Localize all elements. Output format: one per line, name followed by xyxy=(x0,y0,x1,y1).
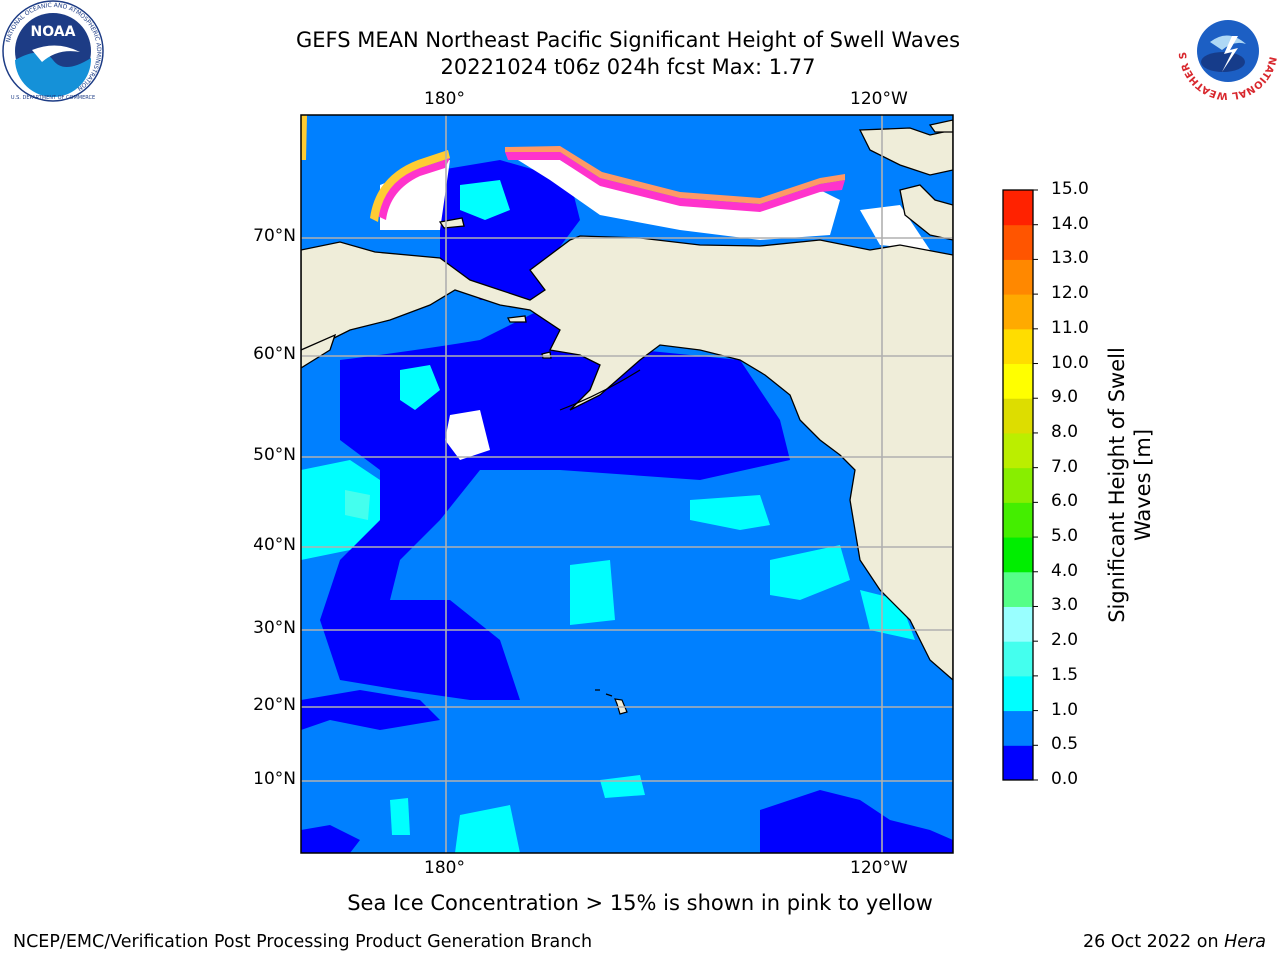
colorbar-segment xyxy=(1003,398,1033,434)
colorbar-tick-label: 1.5 xyxy=(1051,664,1079,685)
colorbar-segment xyxy=(1003,606,1033,642)
noaa-bottom-text: U.S. DEPARTMENT OF COMMERCE xyxy=(11,95,95,101)
colorbar-tick-label: 12.0 xyxy=(1051,283,1089,304)
colorbar-tick-label: 6.0 xyxy=(1051,491,1079,512)
colorbar xyxy=(1002,189,1038,781)
colorbar-tick-label: 13.0 xyxy=(1051,248,1089,269)
noaa-logo: NATIONAL OCEANIC AND ATMOSPHERIC ADMINIS… xyxy=(2,0,104,102)
noaa-logo-text: NOAA xyxy=(31,24,76,40)
colorbar-segment xyxy=(1003,328,1033,365)
colorbar-segment xyxy=(1003,467,1033,503)
colorbar-tick-label: 0.5 xyxy=(1051,734,1079,755)
date-prefix: 26 Oct 2022 on xyxy=(1083,932,1219,952)
colorbar-tick-label: 14.0 xyxy=(1051,213,1089,234)
colorbar-segment xyxy=(1003,537,1033,573)
colorbar-title-line1: Significant Height of Swell xyxy=(1105,347,1129,623)
colorbar-title-line2: Waves [m] xyxy=(1131,428,1155,542)
colorbar-title: Significant Height of Swell Waves [m] xyxy=(1100,190,1160,780)
colorbar-tick-label: 0.0 xyxy=(1051,769,1079,789)
lon-label-bottom-180: 180° xyxy=(424,858,465,878)
sea-ice-note: Sea Ice Concentration > 15% is shown in … xyxy=(347,891,933,915)
colorbar-tick-label: 7.0 xyxy=(1051,456,1079,477)
lat-label-10n: 10°N xyxy=(253,769,296,789)
colorbar-segment xyxy=(1003,363,1033,399)
date-text: 26 Oct 2022 on Hera xyxy=(1083,932,1266,952)
colorbar-segment xyxy=(1003,571,1033,607)
colorbar-tick-label: 2.0 xyxy=(1051,630,1079,651)
date-host: Hera xyxy=(1224,932,1266,952)
colorbar-tick-label: 15.0 xyxy=(1051,179,1089,199)
colorbar-segment xyxy=(1003,641,1033,677)
map-field xyxy=(301,115,953,853)
lon-label-bottom-120w: 120°W xyxy=(850,858,908,878)
colorbar-segment xyxy=(1003,224,1033,260)
colorbar-segment xyxy=(1003,745,1033,781)
lat-label-70n: 70°N xyxy=(253,226,296,246)
colorbar-segment xyxy=(1003,502,1033,538)
map-subtitle: 20221024 t06z 024h fcst Max: 1.77 xyxy=(440,55,816,79)
colorbar-segment xyxy=(1003,259,1033,295)
lon-label-top-120w: 120°W xyxy=(850,89,908,109)
colorbar-segment xyxy=(1003,675,1033,712)
colorbar-segment xyxy=(1003,710,1033,746)
colorbar-segment xyxy=(1003,432,1033,469)
colorbar-tick-label: 4.0 xyxy=(1051,560,1079,581)
lat-label-50n: 50°N xyxy=(253,445,296,465)
colorbar-tick-label: 9.0 xyxy=(1051,387,1079,408)
map-frame xyxy=(300,114,954,854)
colorbar-segment xyxy=(1003,294,1033,330)
colorbar-segment xyxy=(1003,190,1033,226)
map-title: GEFS MEAN Northeast Pacific Significant … xyxy=(295,28,961,52)
nws-logo: NATIONAL WEATHER SERVICE xyxy=(1178,2,1278,100)
lat-label-60n: 60°N xyxy=(253,344,296,364)
lat-label-30n: 30°N xyxy=(253,618,296,638)
lat-label-20n: 20°N xyxy=(253,695,296,715)
lon-label-top-180: 180° xyxy=(424,89,465,109)
colorbar-frame xyxy=(1002,189,1034,781)
colorbar-tick-label: 8.0 xyxy=(1051,421,1079,442)
colorbar-tick-label: 5.0 xyxy=(1051,526,1079,547)
colorbar-tick-label: 3.0 xyxy=(1051,595,1079,616)
lat-label-40n: 40°N xyxy=(253,535,296,555)
map-gridlines xyxy=(301,115,953,853)
colorbar-tick-label: 11.0 xyxy=(1051,317,1089,338)
credit-text: NCEP/EMC/Verification Post Processing Pr… xyxy=(13,932,593,952)
colorbar-tick-label: 10.0 xyxy=(1051,352,1089,373)
colorbar-tick-label: 1.0 xyxy=(1051,699,1079,720)
